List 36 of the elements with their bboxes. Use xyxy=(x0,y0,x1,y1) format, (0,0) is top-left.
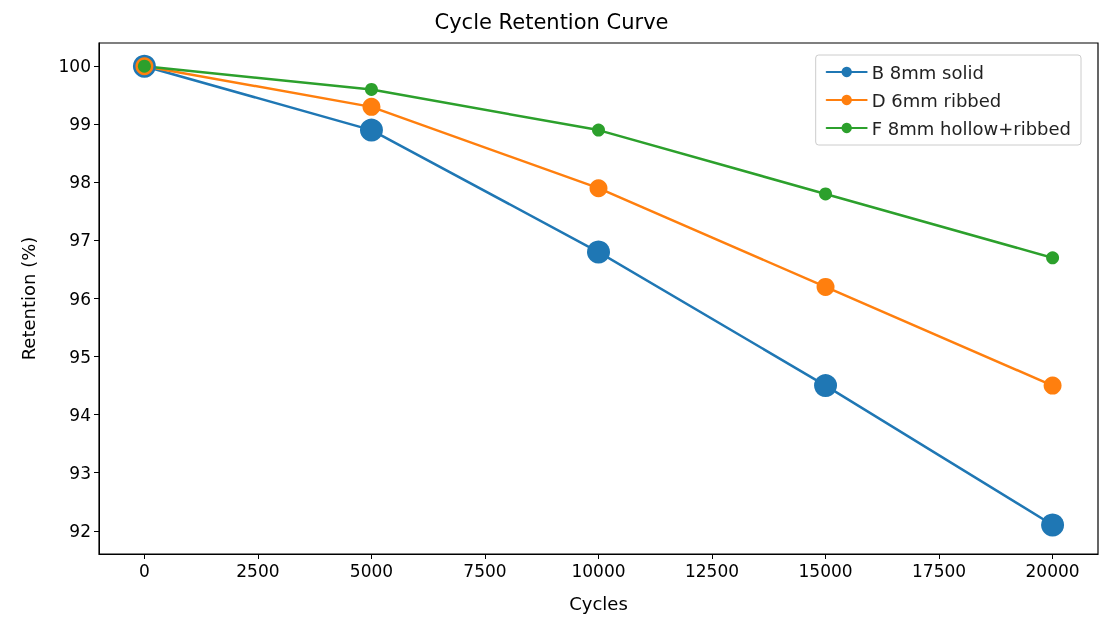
point xyxy=(592,123,605,137)
point xyxy=(814,374,838,398)
y-tick-label: 100 xyxy=(58,56,91,77)
point xyxy=(364,82,378,96)
legend-label: B 8mm solid xyxy=(871,61,984,83)
x-tick-label: 20000 xyxy=(1025,560,1080,581)
x-tick-label: 17500 xyxy=(912,560,967,581)
chart-title: Cycle Retention Curve xyxy=(434,9,669,34)
point xyxy=(359,118,383,142)
y-tick-label: 95 xyxy=(69,346,91,367)
x-tick-label: 12500 xyxy=(684,560,740,581)
y-tick-label: 94 xyxy=(69,404,91,425)
legend-label: F 8mm hollow+ribbed xyxy=(871,117,1071,139)
point xyxy=(1043,376,1062,395)
x-tick-label: 2500 xyxy=(236,560,280,581)
y-axis-title: Retention (%) xyxy=(17,236,39,361)
y-tick-label: 97 xyxy=(69,230,91,251)
x-axis-title: Cycles xyxy=(569,592,628,614)
x-tick-label: 0 xyxy=(139,560,150,581)
point xyxy=(1041,513,1065,537)
y-tick-label: 99 xyxy=(69,114,91,135)
point xyxy=(589,179,608,198)
point xyxy=(587,240,610,264)
legend-label: D 6mm ribbed xyxy=(871,89,1002,111)
point xyxy=(819,187,833,201)
x-tick-label: 15000 xyxy=(798,560,853,581)
point xyxy=(1046,251,1060,265)
y-tick-label: 96 xyxy=(69,288,91,309)
point xyxy=(816,277,835,296)
y-tick-label: 98 xyxy=(69,172,91,193)
x-tick-label: 5000 xyxy=(349,560,394,581)
x-tick-label: 7500 xyxy=(463,560,507,581)
y-tick-label: 93 xyxy=(69,462,91,483)
point xyxy=(362,97,381,116)
y-tick-label: 92 xyxy=(69,520,91,541)
x-tick-label: 10000 xyxy=(571,560,626,581)
